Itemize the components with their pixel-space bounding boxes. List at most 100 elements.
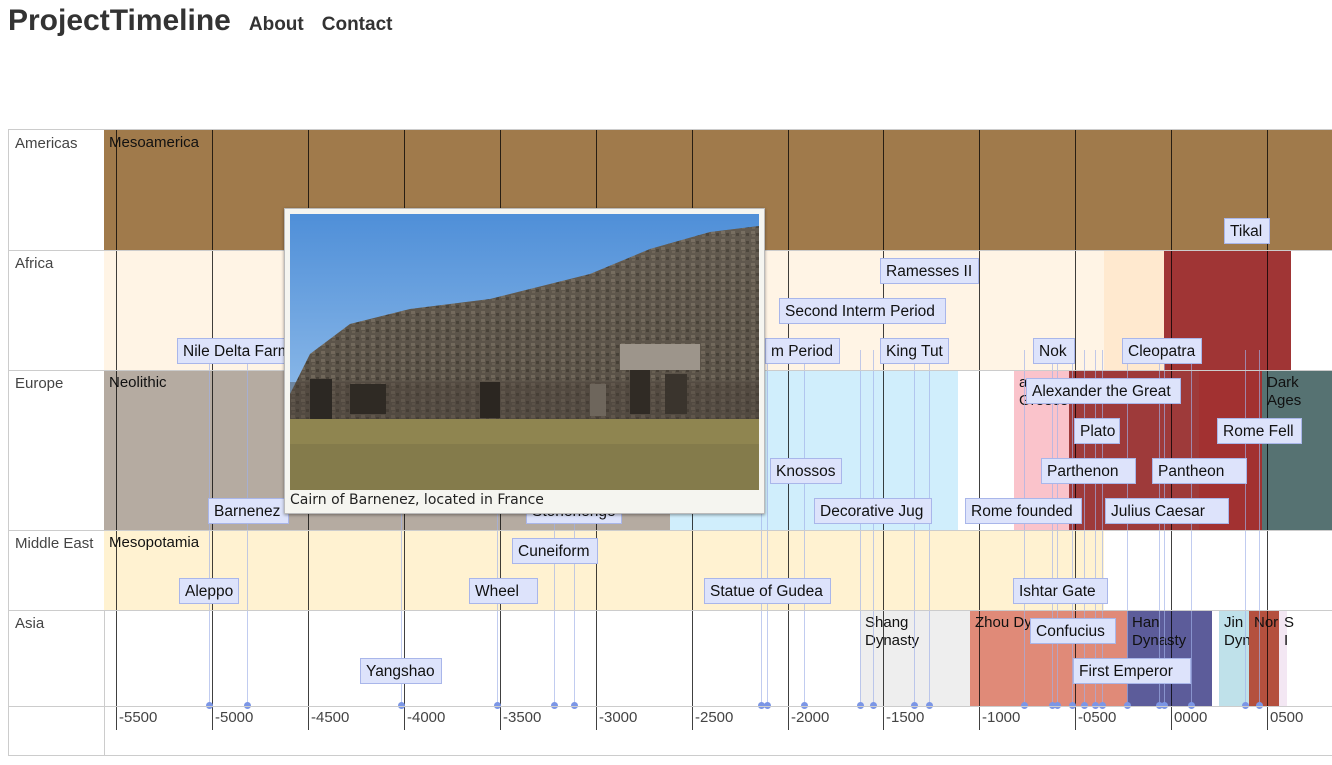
event-dot[interactable] bbox=[1188, 702, 1195, 709]
event-middle-kingdom-period[interactable]: m Period bbox=[765, 338, 840, 364]
event-julius-caesar[interactable]: Julius Caesar bbox=[1105, 498, 1229, 524]
event-dot[interactable] bbox=[1021, 702, 1028, 709]
row-divider bbox=[9, 610, 1332, 611]
event-dot[interactable] bbox=[1049, 702, 1056, 709]
event-dot[interactable] bbox=[551, 702, 558, 709]
nav-about-link[interactable]: About bbox=[248, 14, 304, 35]
event-wheel[interactable]: Wheel bbox=[469, 578, 538, 604]
event-dot[interactable] bbox=[206, 702, 213, 709]
nav-contact-link[interactable]: Contact bbox=[321, 14, 393, 35]
event-stem bbox=[574, 350, 575, 705]
event-alexander-the-great[interactable]: Alexander the Great bbox=[1026, 378, 1181, 404]
event-statue-of-gudea[interactable]: Statue of Gudea bbox=[704, 578, 831, 604]
event-dot[interactable] bbox=[1242, 702, 1249, 709]
event-stem bbox=[1259, 350, 1260, 705]
event-stem bbox=[247, 350, 248, 705]
century-gridline bbox=[116, 130, 117, 730]
event-dot[interactable] bbox=[1092, 702, 1099, 709]
popup-caption: Cairn of Barnenez, located in France bbox=[290, 492, 544, 508]
period-band: Dark Ages bbox=[1262, 370, 1332, 530]
event-ramesses-ii[interactable]: Ramesses II bbox=[880, 258, 979, 284]
event-nok[interactable]: Nok bbox=[1033, 338, 1075, 364]
event-plato[interactable]: Plato bbox=[1074, 418, 1120, 444]
row-label-middle-east: Middle East bbox=[15, 535, 94, 552]
event-dot[interactable] bbox=[911, 702, 918, 709]
event-dot[interactable] bbox=[1099, 702, 1106, 709]
event-dot[interactable] bbox=[926, 702, 933, 709]
axis-tick-label: -1500 bbox=[886, 709, 925, 726]
event-aleppo[interactable]: Aleppo bbox=[179, 578, 239, 604]
event-dot[interactable] bbox=[1256, 702, 1263, 709]
event-decorative-jug[interactable]: Decorative Jug bbox=[814, 498, 932, 524]
brand-link[interactable]: ProjectTimeline bbox=[8, 4, 231, 37]
axis-tick-label: -1000 bbox=[982, 709, 1021, 726]
event-rome-fell[interactable]: Rome Fell bbox=[1217, 418, 1302, 444]
event-dot[interactable] bbox=[1054, 702, 1061, 709]
event-stem bbox=[1084, 350, 1085, 705]
event-stem bbox=[914, 350, 915, 705]
axis-tick-label: -2500 bbox=[695, 709, 734, 726]
period-label: Dark Ages bbox=[1267, 374, 1302, 409]
event-stem bbox=[873, 350, 874, 705]
event-dot[interactable] bbox=[764, 702, 771, 709]
event-stem bbox=[1164, 350, 1165, 705]
event-stem bbox=[497, 350, 498, 705]
event-stem bbox=[1024, 350, 1025, 705]
event-dot[interactable] bbox=[398, 702, 405, 709]
event-dot[interactable] bbox=[870, 702, 877, 709]
event-stem bbox=[1057, 350, 1058, 705]
period-label: Han Dynasty bbox=[1132, 614, 1186, 649]
event-stem bbox=[401, 350, 402, 705]
event-king-tut[interactable]: King Tut bbox=[880, 338, 949, 364]
event-second-intermediate-period[interactable]: Second Interm Period bbox=[779, 298, 946, 324]
period-label: S I bbox=[1284, 614, 1295, 649]
axis-tick-label: -3000 bbox=[599, 709, 638, 726]
event-cleopatra[interactable]: Cleopatra bbox=[1122, 338, 1202, 364]
event-dot[interactable] bbox=[1081, 702, 1088, 709]
century-gridline bbox=[1171, 130, 1172, 730]
century-gridline bbox=[883, 130, 884, 730]
event-dot[interactable] bbox=[1156, 702, 1163, 709]
event-dot[interactable] bbox=[1124, 702, 1131, 709]
axis-tick-label: -3500 bbox=[503, 709, 542, 726]
axis-tick-label: -2000 bbox=[791, 709, 830, 726]
row-label-asia: Asia bbox=[15, 615, 45, 632]
period-label: Neolithic bbox=[109, 374, 167, 391]
event-knossos[interactable]: Knossos bbox=[770, 458, 842, 484]
event-first-emperor[interactable]: First Emperor bbox=[1073, 658, 1191, 684]
event-dot[interactable] bbox=[758, 702, 765, 709]
period-band: Mesopotamia bbox=[104, 530, 1104, 610]
axis-tick-label: -0500 bbox=[1078, 709, 1117, 726]
event-ishtar-gate[interactable]: Ishtar Gate bbox=[1013, 578, 1108, 604]
event-dot[interactable] bbox=[571, 702, 578, 709]
event-nile-delta-farm[interactable]: Nile Delta Farm bbox=[177, 338, 291, 364]
event-parthenon[interactable]: Parthenon bbox=[1041, 458, 1136, 484]
event-stem bbox=[1102, 350, 1103, 705]
event-pantheon[interactable]: Pantheon bbox=[1152, 458, 1247, 484]
period-label: Shang Dynasty bbox=[865, 614, 920, 649]
row-divider bbox=[9, 530, 1332, 531]
event-stem bbox=[554, 350, 555, 705]
event-yangshao[interactable]: Yangshao bbox=[360, 658, 442, 684]
event-dot[interactable] bbox=[1161, 702, 1168, 709]
event-confucius[interactable]: Confucius bbox=[1030, 618, 1116, 644]
century-gridline bbox=[212, 130, 213, 730]
period-label: Jin Dyn bbox=[1224, 614, 1251, 649]
event-stem bbox=[1191, 350, 1192, 705]
event-dot[interactable] bbox=[1069, 702, 1076, 709]
event-dot[interactable] bbox=[857, 702, 864, 709]
event-stem bbox=[1245, 350, 1246, 705]
axis-tick-label: 0000 bbox=[1174, 709, 1208, 726]
event-stem bbox=[761, 350, 762, 705]
event-dot[interactable] bbox=[801, 702, 808, 709]
event-rome-founded[interactable]: Rome founded bbox=[965, 498, 1082, 524]
event-cuneiform[interactable]: Cuneiform bbox=[512, 538, 598, 564]
period-band: Nor bbox=[1249, 610, 1279, 706]
period-label: Zhou Dy bbox=[975, 614, 1032, 631]
event-stem bbox=[1052, 350, 1053, 705]
event-barnenez[interactable]: Barnenez bbox=[208, 498, 289, 524]
event-stem bbox=[1159, 350, 1160, 705]
event-tikal[interactable]: Tikal bbox=[1224, 218, 1270, 244]
event-dot[interactable] bbox=[244, 702, 251, 709]
event-dot[interactable] bbox=[494, 702, 501, 709]
